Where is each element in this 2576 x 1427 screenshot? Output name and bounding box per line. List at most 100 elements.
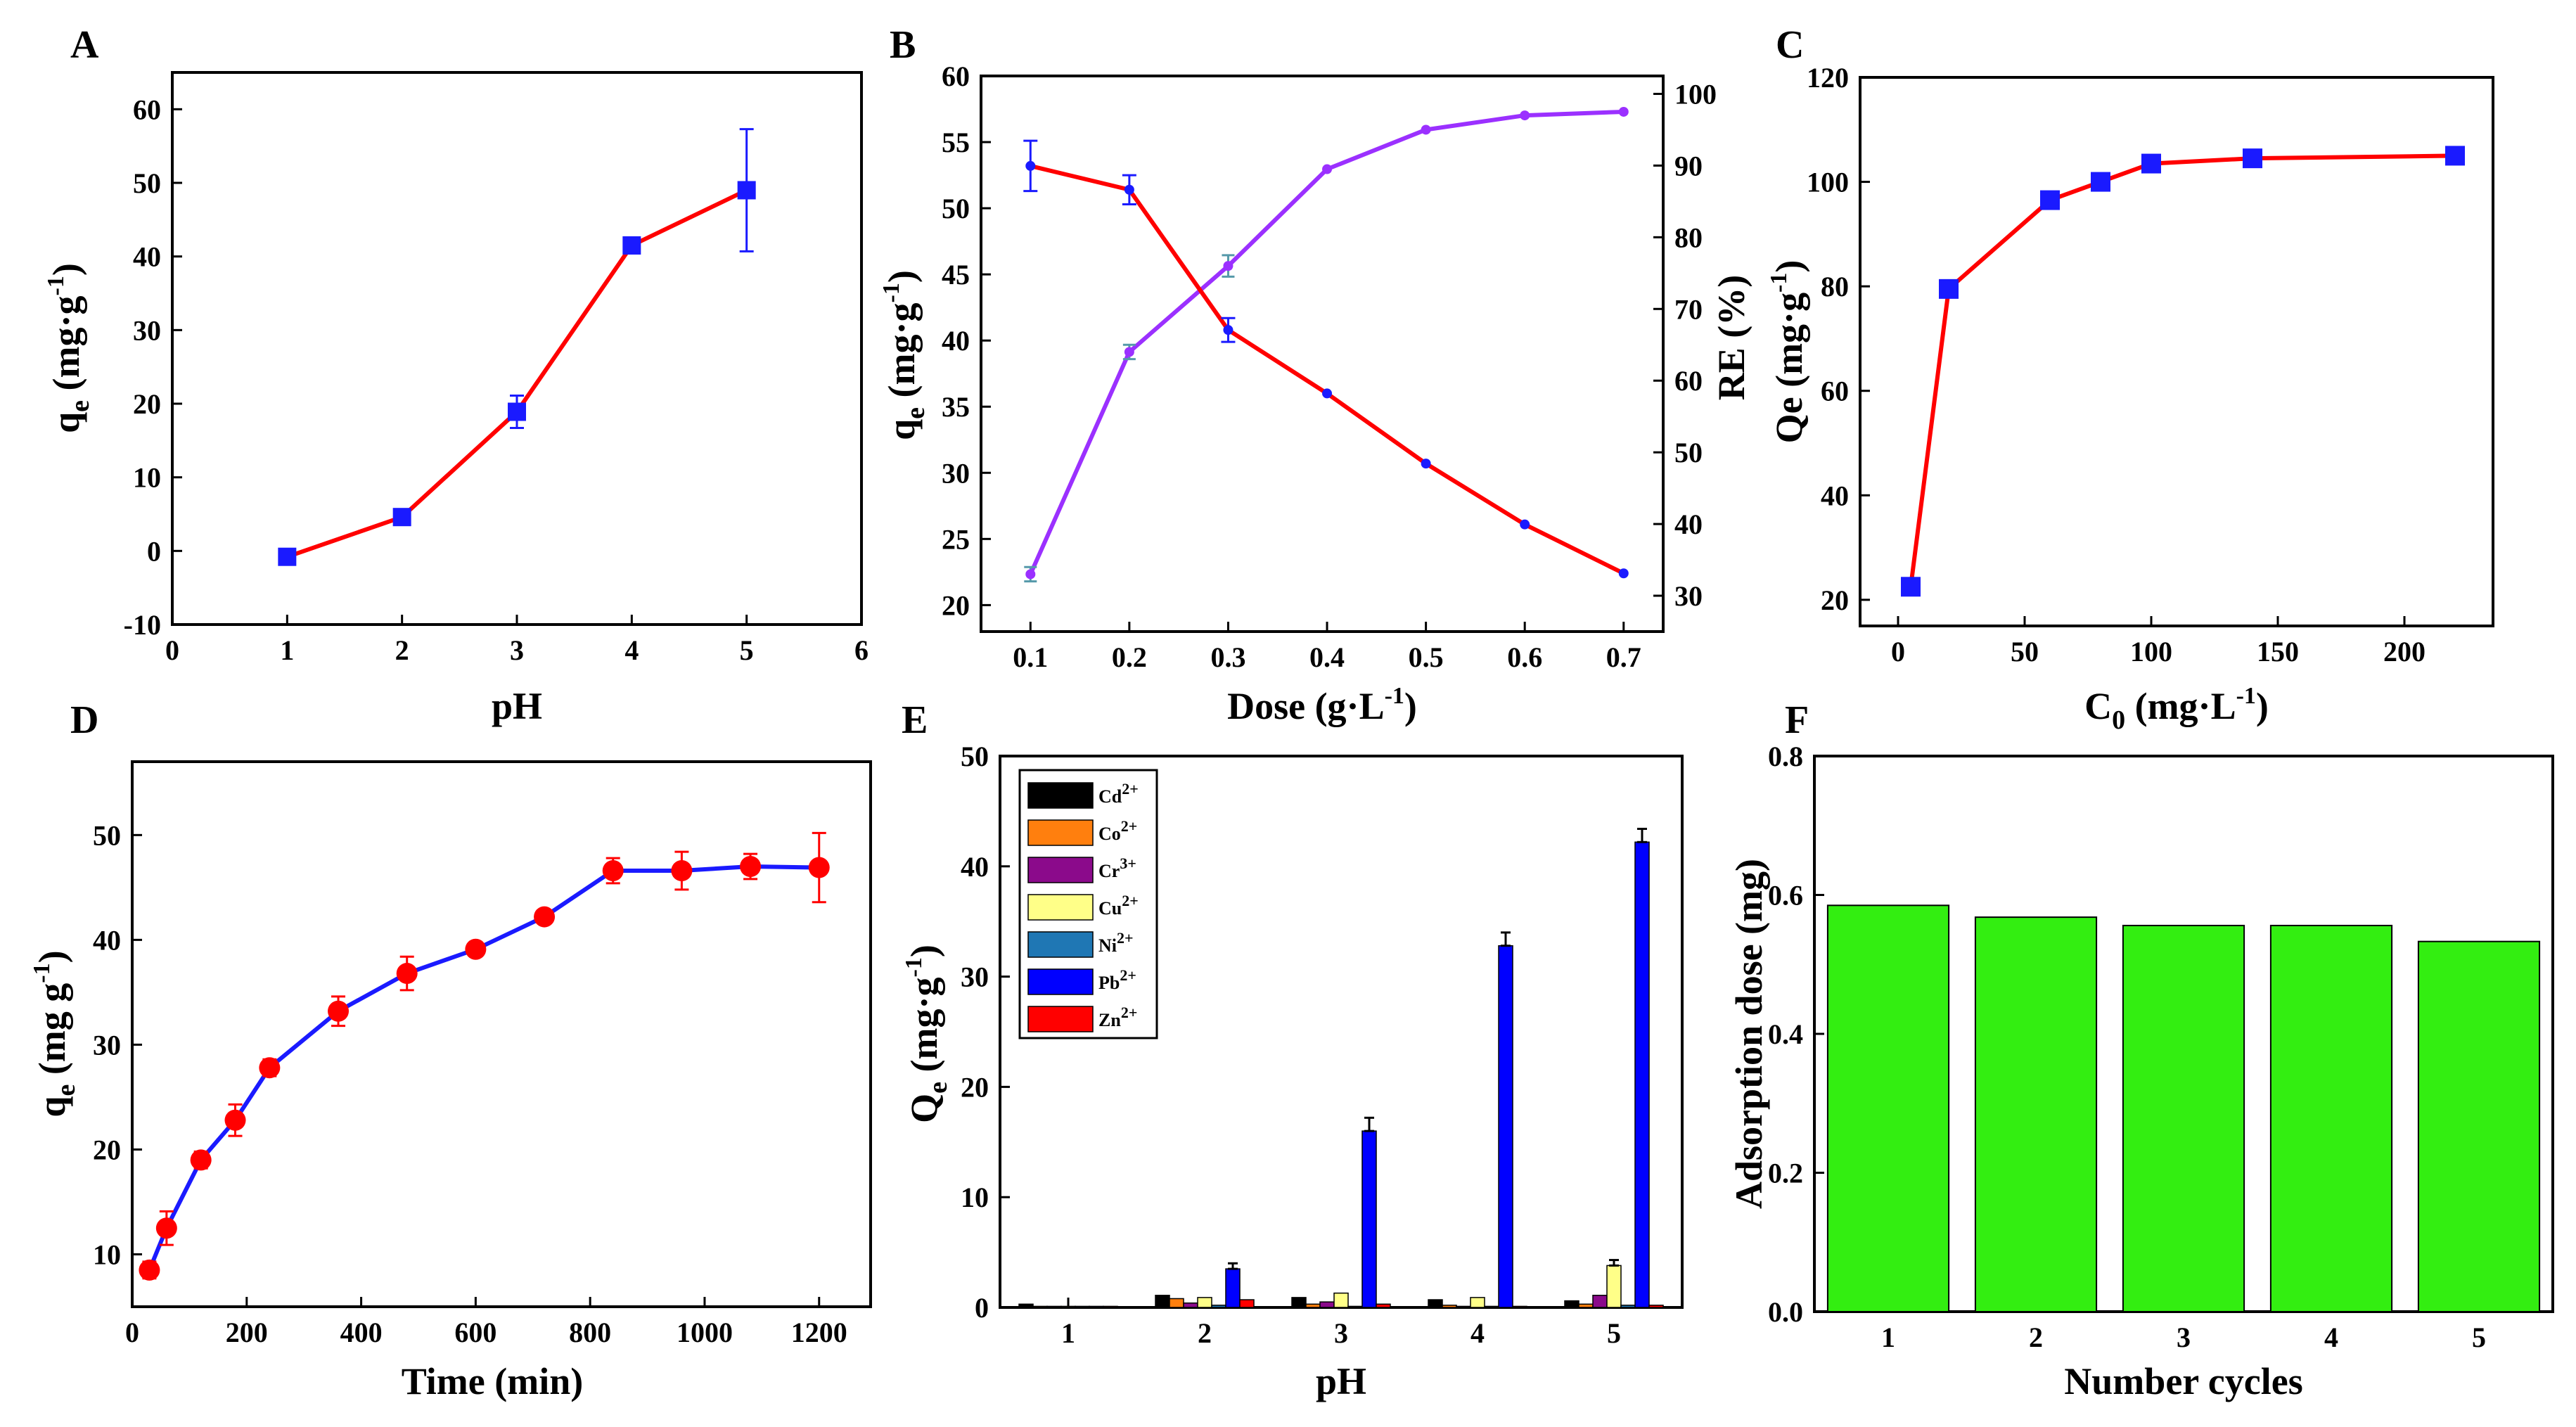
panel-b-ticks: 0.1 0.2 0.3 0.4 0.5 0.6 0.7 20 25 30 35 40 45 50 55 60 3… (942, 60, 1717, 673)
panel-f-y-tick-label: 0.4 (1768, 1018, 1803, 1050)
panel-a-y-tick-label: 50 (133, 167, 161, 199)
panel-b-qe-point (1421, 459, 1431, 469)
panel-e-bar (1169, 1298, 1184, 1308)
panel-e-bar (1484, 1305, 1499, 1308)
panel-f-x-tick-label: 3 (2177, 1322, 2191, 1353)
panel-e-legend-label: Co2+ (1098, 817, 1137, 844)
panel-d-y-tick-label: 20 (93, 1134, 121, 1165)
panel-e-y-tick-label: 0 (975, 1292, 989, 1324)
panel-b-y-tick-label: 45 (942, 259, 970, 290)
panel-d-y-tick-label: 40 (93, 924, 121, 956)
panel-c-x-tick-label: 100 (2130, 636, 2172, 667)
panel-c-point (2141, 153, 2161, 174)
panel-d-point (259, 1057, 281, 1079)
panel-e-bar (1075, 1305, 1090, 1308)
panel-c-x-tick-label: 150 (2257, 636, 2299, 667)
panel-d-point (139, 1259, 160, 1281)
panel-b-y-tick-label: 40 (942, 325, 970, 357)
panel-d-point (328, 1000, 350, 1022)
panel-a-x-tick-label: 4 (624, 634, 639, 666)
panel-b-letter: B (890, 23, 916, 67)
panel-b-qe-point (1618, 568, 1629, 579)
panel-b-re-point (1322, 164, 1333, 174)
panel-e-bar (1183, 1302, 1198, 1308)
panel-a-point (278, 547, 297, 566)
panel-e-bar (1291, 1297, 1307, 1308)
panel-f-bar (1826, 904, 1950, 1312)
panel-a-series-line (286, 188, 748, 559)
panel-c-letter: C (1776, 23, 1804, 67)
panel-e-legend-swatch (1027, 857, 1094, 883)
panel-b-x-tick-label: 0.5 (1409, 641, 1444, 673)
panel-b-y-tick-label: 25 (942, 523, 970, 555)
panel-c-y-tick-label: 80 (1821, 271, 1849, 302)
panel-e-bar (1046, 1305, 1062, 1308)
panel-a-x-tick-label: 3 (510, 634, 524, 666)
panel-b-qe-point (1223, 325, 1233, 335)
panel-c-point (2040, 190, 2060, 210)
panel-d-x-tick-label: 1000 (677, 1317, 733, 1348)
panel-d-plot-frame (131, 760, 872, 1308)
panel-b-re-point (1618, 106, 1629, 117)
panel-c-y-tick-label: 40 (1821, 480, 1849, 511)
panel-a-point (392, 508, 411, 527)
panel-e-legend-label: Cd2+ (1098, 780, 1139, 807)
panel-b-x-tick-label: 0.7 (1606, 641, 1641, 673)
panel-d-x-tick-label: 800 (569, 1317, 611, 1348)
panel-f-chart: F 1 2 3 4 5 0.0 0.2 0.4 0.6 0.8 Number cycles Ads… (1728, 698, 2554, 1402)
panel-e-legend-label: Cu2+ (1098, 892, 1139, 919)
panel-b-y-tick-label: 50 (942, 193, 970, 224)
panel-a-y-axis-title: qe (mg·g-1) (43, 263, 95, 433)
panel-c-y-tick-label: 100 (1807, 167, 1849, 198)
panel-c-y-axis-title: Qe (mg·g-1) (1766, 260, 1810, 444)
panel-a-point (508, 402, 526, 421)
panel-f-bar (2122, 924, 2245, 1312)
panel-d-y-tick-label: 30 (93, 1029, 121, 1061)
panel-c-chart: C 0 50 100 150 200 20 40 60 80 100 120 C0 (mg·L-1)… (1766, 23, 2494, 735)
panel-d-point (602, 860, 624, 881)
panel-e-y-tick-label: 10 (961, 1182, 989, 1213)
panel-b-re-point (1520, 110, 1530, 121)
panel-a-x-tick-label: 2 (395, 634, 409, 666)
panel-b-x-tick-label: 0.6 (1507, 641, 1542, 673)
panel-a-y-tick-label: 40 (133, 241, 161, 273)
panel-d-point (465, 938, 487, 960)
panel-b-re-line (1028, 109, 1624, 575)
panel-c-point (1901, 577, 1921, 597)
panel-b-y2-tick-label: 60 (1674, 365, 1703, 397)
panel-d-y-axis-title: qe (mg g-1) (29, 950, 81, 1117)
panel-d-point (396, 963, 418, 985)
panel-b-x-tick-label: 0.2 (1112, 641, 1147, 673)
panel-e-bar (1620, 1305, 1636, 1308)
panel-a-y-tick-label: 20 (133, 388, 161, 420)
panel-d-chart: D 0 200 400 600 800 1000 1200 10 20 30 40 50 Time (… (29, 698, 872, 1402)
panel-d-point (224, 1109, 246, 1131)
panel-e-bar (1197, 1297, 1212, 1308)
panel-a-y-tick-label: -10 (124, 609, 161, 641)
panel-e-bar (1089, 1305, 1104, 1308)
panel-e-y-tick-label: 20 (961, 1071, 989, 1103)
panel-d-point (808, 857, 830, 878)
panel-e-y-tick-label: 50 (961, 741, 989, 772)
panel-d-point (155, 1217, 177, 1239)
panel-b-y2-tick-label: 100 (1674, 78, 1717, 110)
panel-f-letter: F (1785, 698, 1809, 742)
panel-e-bar (1592, 1295, 1608, 1308)
panel-a-x-tick-label: 6 (854, 634, 869, 666)
panel-e-letter: E (902, 698, 928, 742)
panel-c-y-tick-label: 20 (1821, 584, 1849, 616)
panel-d-x-tick-label: 600 (454, 1317, 496, 1348)
panel-f-x-axis-title: Number cycles (2064, 1360, 2302, 1402)
panel-d-point (190, 1149, 212, 1171)
panel-d-point (671, 860, 693, 881)
panel-d-x-tick-label: 1200 (791, 1317, 847, 1348)
panel-e-bar (1470, 1297, 1485, 1308)
panel-e-legend-swatch (1027, 819, 1094, 846)
panel-b-re-point (1124, 347, 1134, 357)
panel-f-y-axis-title: Adsorption dose (mg) (1728, 859, 1770, 1209)
panel-b-chart: B 0.1 0.2 0.3 0.4 0.5 0.6 0.7 20 25 30 35 40 45 50 55 6… (878, 23, 1752, 727)
panel-b-y2-tick-label: 30 (1674, 580, 1703, 612)
panel-a-letter: A (70, 23, 99, 67)
